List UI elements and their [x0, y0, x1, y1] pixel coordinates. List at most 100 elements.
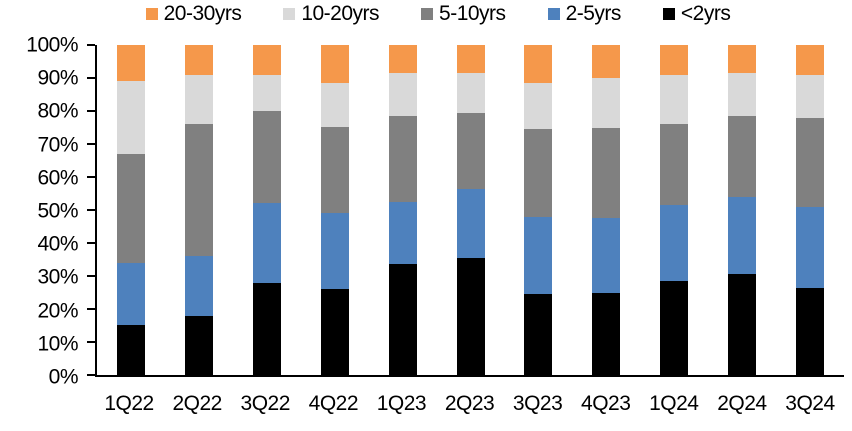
y-axis-tick [87, 143, 95, 145]
legend-swatch-icon [662, 8, 675, 20]
bar-segment-20-30yrs [320, 45, 349, 83]
y-axis-label: 10% [37, 332, 78, 356]
bar-segment-2-5yrs [184, 256, 213, 316]
bar-segment-2-5yrs [116, 262, 145, 326]
bar-segment-10-20yrs [184, 74, 213, 125]
bar-segment-2yrs [388, 264, 417, 375]
legend-item-2yrs: <2yrs [662, 2, 731, 26]
legend-label: 20-30yrs [163, 2, 242, 25]
bar-segment-20-30yrs [524, 45, 553, 83]
bar-segment-20-30yrs [116, 45, 145, 82]
bar-segment-5-10yrs [252, 110, 281, 204]
bar-segment-2-5yrs [592, 218, 621, 293]
y-axis-label: 0% [48, 365, 79, 389]
x-axis-label: 3Q24 [785, 392, 835, 415]
legend-swatch-icon [145, 8, 158, 20]
bar-segment-2yrs [660, 280, 689, 375]
bar-2q23 [456, 45, 485, 375]
x-axis-label: 1Q24 [649, 392, 699, 415]
bar-3q24 [796, 45, 825, 375]
bar-2q24 [728, 45, 757, 375]
x-axis-label: 1Q23 [376, 392, 427, 415]
y-axis-label: 20% [37, 299, 78, 323]
bar-segment-5-10yrs [116, 153, 145, 263]
y-axis-tick [87, 209, 95, 211]
bar-segment-5-10yrs [184, 124, 213, 257]
bar-segment-2-5yrs [728, 196, 757, 275]
bar-segment-2-5yrs [660, 205, 689, 281]
legend-label: 5-10yrs [439, 2, 506, 25]
bar-segment-20-30yrs [456, 45, 485, 74]
bar-segment-10-20yrs [252, 74, 281, 111]
bar-segment-20-30yrs [728, 45, 757, 74]
bar-1q24 [660, 45, 689, 375]
bar-segment-2-5yrs [388, 201, 417, 265]
bar-segment-2-5yrs [524, 216, 553, 295]
bar-4q22 [320, 45, 349, 375]
y-axis-label: 30% [37, 265, 78, 289]
y-axis-tick [87, 44, 95, 46]
legend-item-2-5yrs: 2-5yrs [547, 2, 621, 26]
bar-segment-20-30yrs [184, 45, 213, 75]
y-axis-tick [87, 308, 95, 310]
y-axis-tick [87, 176, 95, 178]
y-axis-tick [87, 110, 95, 112]
y-axis-tick [87, 242, 95, 244]
legend-swatch-icon [547, 8, 560, 20]
y-axis-tick [87, 275, 95, 277]
bar-segment-10-20yrs [524, 82, 553, 130]
bar-segment-10-20yrs [728, 73, 757, 116]
bar-segment-5-10yrs [388, 115, 417, 202]
bar-segment-2yrs [592, 292, 621, 375]
y-axis-label: 80% [37, 99, 78, 123]
y-axis-label: 90% [37, 66, 78, 90]
bar-segment-10-20yrs [320, 82, 349, 128]
legend-item-10-20yrs: 10-20yrs [283, 2, 380, 26]
y-axis-label: 50% [37, 199, 78, 223]
bar-segment-2yrs [728, 274, 757, 375]
bar-segment-10-20yrs [456, 73, 485, 113]
bar-segment-20-30yrs [796, 45, 825, 75]
bar-segment-5-10yrs [524, 129, 553, 217]
bar-1q23 [388, 45, 417, 375]
bar-segment-10-20yrs [388, 73, 417, 116]
bar-segment-20-30yrs [592, 45, 621, 78]
bar-segment-2-5yrs [320, 213, 349, 290]
bar-2q22 [184, 45, 213, 375]
x-axis-label: 3Q22 [240, 392, 291, 415]
bar-segment-10-20yrs [796, 74, 825, 118]
bar-segment-10-20yrs [116, 81, 145, 154]
y-axis-tick [87, 374, 95, 376]
bar-4q23 [592, 45, 621, 375]
legend-swatch-icon [283, 8, 296, 20]
bar-segment-10-20yrs [592, 78, 621, 128]
bar-segment-2yrs [796, 287, 825, 375]
bar-3q22 [252, 45, 281, 375]
x-axis-labels: 1Q22 2Q22 3Q22 4Q22 1Q23 2Q23 3Q23 4Q23 1Q24 2Q24… [95, 392, 844, 416]
bar-segment-2yrs [524, 294, 553, 375]
y-axis: 100% 90% 80% 70% 60% 50% 40% 30% 20% 10% 0% [0, 35, 78, 388]
x-axis-label: 4Q22 [308, 392, 359, 415]
bar-segment-20-30yrs [660, 45, 689, 75]
bar-segment-10-20yrs [660, 74, 689, 125]
y-axis-tick [87, 341, 95, 343]
chart-legend: 20-30yrs 10-20yrs 5-10yrs 2-5yrs <2yrs [0, 2, 852, 26]
bar-3q23 [524, 45, 553, 375]
x-axis-label: 2Q24 [717, 392, 767, 415]
x-axis-label: 2Q23 [444, 392, 495, 415]
y-axis-tick [87, 77, 95, 79]
bar-segment-2yrs [456, 257, 485, 375]
y-axis-label: 40% [37, 232, 78, 256]
bar-segment-5-10yrs [660, 124, 689, 206]
bar-segment-2yrs [252, 282, 281, 375]
legend-item-20-30yrs: 20-30yrs [145, 2, 242, 26]
y-axis-label: 100% [26, 33, 78, 57]
legend-label: <2yrs [680, 2, 731, 25]
plot-area [87, 44, 844, 377]
bar-segment-5-10yrs [456, 112, 485, 189]
x-axis-label: 2Q22 [172, 392, 222, 415]
legend-swatch-icon [421, 8, 434, 20]
legend-label: 10-20yrs [301, 2, 380, 25]
bar-segment-2-5yrs [456, 188, 485, 258]
